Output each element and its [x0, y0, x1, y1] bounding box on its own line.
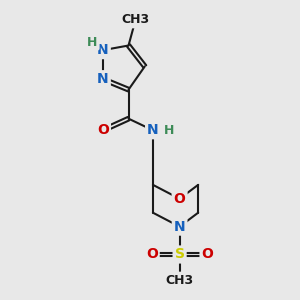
Text: O: O — [174, 192, 185, 206]
Text: CH3: CH3 — [166, 274, 194, 286]
Text: H: H — [87, 35, 98, 49]
Text: S: S — [175, 248, 184, 262]
Text: O: O — [202, 248, 213, 262]
Text: O: O — [97, 123, 109, 137]
Text: O: O — [146, 248, 158, 262]
Text: N: N — [174, 220, 185, 234]
Text: N: N — [97, 43, 109, 57]
Text: N: N — [97, 72, 109, 86]
Text: H: H — [164, 124, 174, 137]
Text: N: N — [147, 123, 159, 137]
Text: CH3: CH3 — [122, 14, 149, 26]
